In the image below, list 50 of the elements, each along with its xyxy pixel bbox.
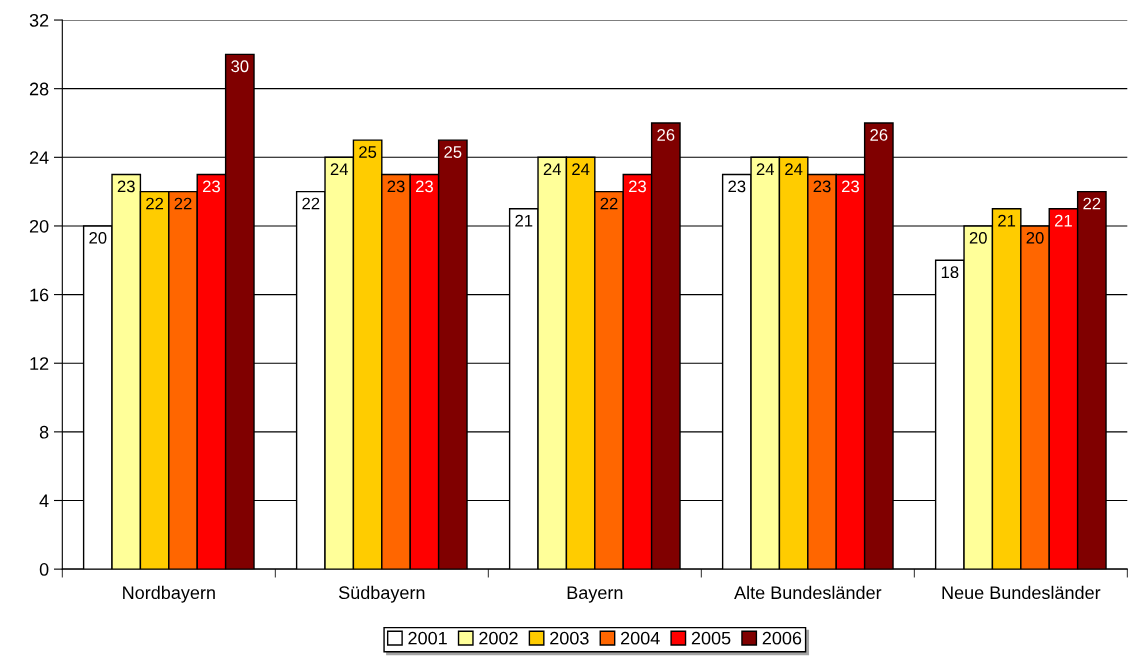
data-label: 24 (785, 163, 803, 175)
data-label: 23 (629, 180, 646, 193)
data-label: 20 (89, 231, 107, 244)
legend-label: 2006 (762, 631, 802, 645)
data-label: 21 (515, 214, 533, 227)
data-label: 26 (657, 128, 675, 141)
legend-label: 2005 (691, 631, 731, 645)
x-tick-label: Alte Bundesländer (734, 585, 882, 600)
legend-label: 2002 (479, 631, 518, 645)
data-label: 24 (543, 163, 562, 175)
y-tick-label: 32 (29, 13, 49, 27)
data-label: 24 (572, 163, 590, 175)
data-label: 18 (941, 266, 959, 279)
y-tick-label: 12 (30, 357, 49, 370)
y-tick-label: 28 (29, 82, 49, 96)
data-label: 23 (728, 180, 746, 193)
data-label: 30 (231, 60, 249, 73)
y-tick-label: 8 (39, 425, 49, 439)
y-tick-label: 16 (30, 288, 49, 302)
data-label: 24 (330, 163, 348, 175)
y-tick-label: 20 (29, 219, 49, 233)
y-tick-label: 24 (29, 151, 49, 164)
data-label: 22 (600, 197, 618, 210)
x-tick-label: Bayern (567, 586, 623, 603)
data-label: 22 (146, 197, 164, 210)
data-label: 23 (813, 180, 831, 193)
legend-label: 2001 (408, 631, 447, 645)
legend-label: 2004 (621, 631, 660, 645)
x-tick-label: Nordbayern (123, 585, 215, 603)
legend-label: 2003 (550, 631, 589, 645)
data-label: 25 (444, 146, 462, 158)
data-label: 25 (359, 146, 377, 158)
x-tick-label: Südbayern (338, 585, 425, 603)
data-label: 23 (117, 180, 135, 193)
y-tick-label: 4 (39, 494, 49, 508)
data-label: 23 (415, 180, 433, 193)
data-label: 22 (302, 197, 320, 210)
data-label: 26 (870, 128, 888, 141)
data-label: 20 (969, 231, 987, 244)
data-label: 23 (387, 180, 405, 193)
data-label: 23 (202, 180, 220, 193)
data-label: 21 (998, 214, 1016, 227)
y-tick-label: 0 (39, 563, 49, 576)
data-label: 23 (842, 180, 859, 193)
data-label: 24 (756, 163, 775, 175)
data-label: 20 (1026, 231, 1044, 244)
x-tick-label: Neue Bundesländer (942, 585, 1101, 600)
data-label: 22 (1083, 197, 1101, 210)
data-label: 21 (1055, 214, 1072, 227)
data-label: 22 (174, 197, 192, 210)
